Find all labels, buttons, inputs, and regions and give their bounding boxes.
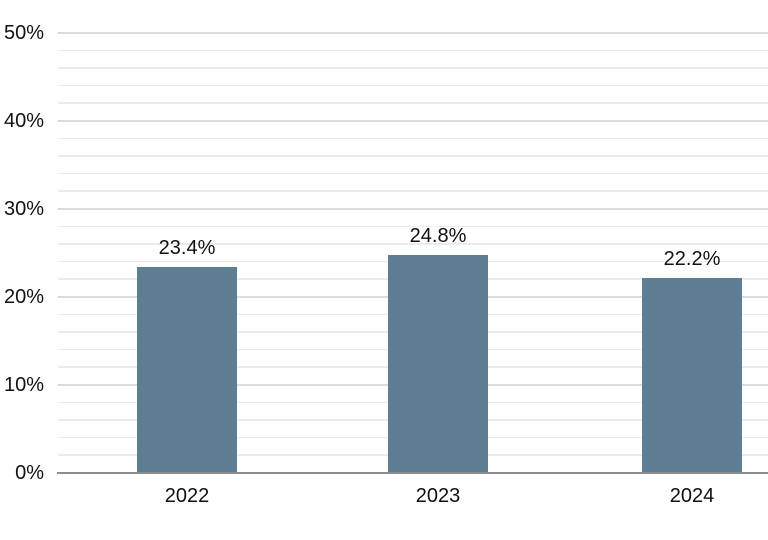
y-tick-label: 40% [3, 110, 44, 132]
y-tick-label: 10% [3, 374, 44, 396]
bar-2022 [137, 267, 237, 473]
y-tick-label: 50% [3, 22, 44, 44]
minor-gridline [58, 102, 768, 104]
y-tick-label: 30% [3, 198, 44, 220]
y-tick-label: 20% [3, 286, 44, 308]
minor-gridline [58, 155, 768, 157]
minor-gridline [58, 190, 768, 192]
bar-2023 [388, 254, 488, 473]
x-tick-label: 2023 [415, 485, 461, 507]
x-tick-label: 2024 [669, 485, 715, 507]
major-gridline [58, 120, 768, 122]
minor-gridline [58, 137, 768, 140]
x-tick-label: 2022 [164, 485, 210, 507]
y-tick-label: 0% [15, 462, 44, 484]
minor-gridline [58, 49, 768, 52]
bar-value-label: 22.2% [663, 247, 721, 270]
major-gridline [58, 208, 768, 210]
bar-value-label: 23.4% [158, 237, 216, 260]
minor-gridline [58, 84, 768, 87]
x-axis-baseline [57, 472, 768, 474]
bar-value-label: 24.8% [409, 224, 467, 247]
minor-gridline [58, 172, 768, 175]
minor-gridline [58, 67, 768, 69]
bar-2024 [642, 277, 742, 473]
major-gridline [58, 32, 768, 34]
